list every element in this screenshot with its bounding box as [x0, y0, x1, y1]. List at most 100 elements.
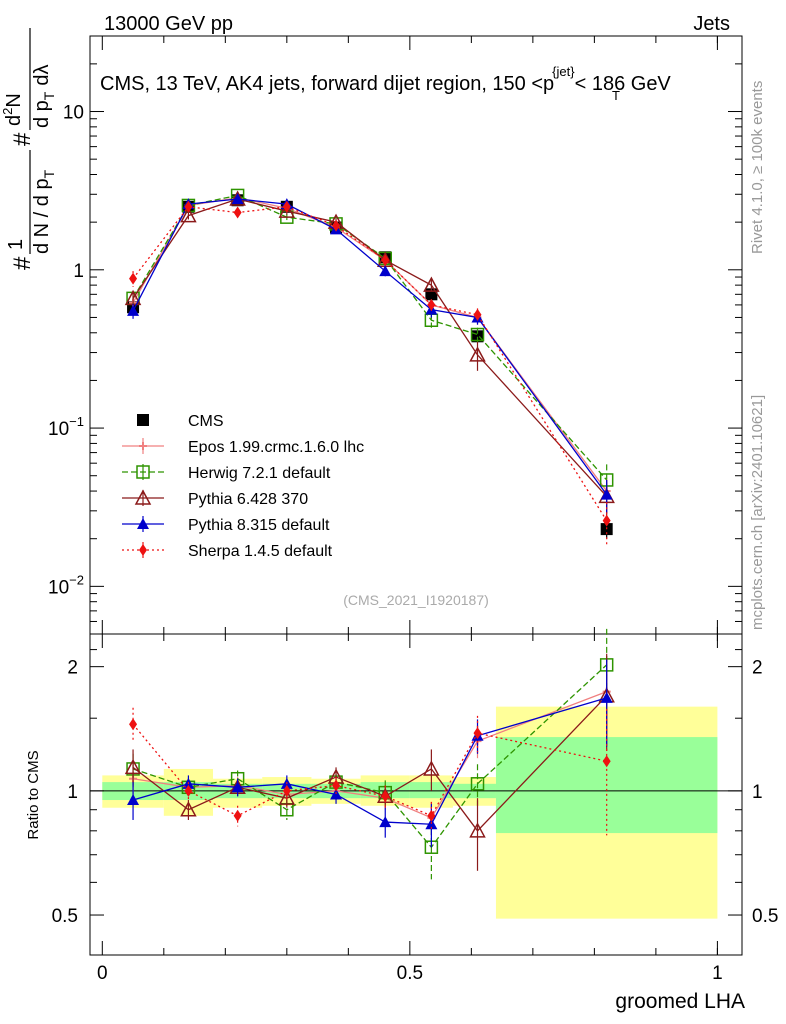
header-energy-label: 13000 GeV pp: [104, 13, 233, 35]
ylabel-num-n: N: [3, 93, 25, 107]
main-ytick-base: 1: [73, 261, 84, 282]
main-series-group: [124, 188, 615, 546]
ratio-ytick-label: 0.5: [52, 906, 78, 927]
legend-marker-cms: [137, 414, 149, 426]
ratio-point-sherpa-1-4-5-default: [233, 809, 242, 822]
svg-text:d2N: d2N: [0, 93, 25, 126]
main-ytick-exp: −2: [69, 572, 84, 587]
main-point-pythia-8-315-default: [231, 193, 244, 205]
ratio-point-pythia-6-428-370: [278, 789, 296, 805]
ylabel-hash: #: [9, 256, 36, 270]
main-ytick-label: 1: [73, 261, 84, 282]
ylabel-den: d N / d p: [31, 178, 53, 254]
legend-label-pythia-8-315-default: Pythia 8.315 default: [188, 517, 330, 534]
main-ytick-label: 10: [63, 103, 84, 124]
ratio-point-pythia-8-315-default: [231, 781, 244, 793]
main-ytick-exp: −1: [69, 414, 84, 429]
legend-marker-pythia-8-315-default: [137, 518, 149, 529]
main-point-pythia-6-428-370: [278, 202, 296, 218]
main-point-pythia-6-428-370: [229, 190, 246, 206]
ylabel-den2: d p: [31, 100, 53, 128]
legend-marker-herwig-7-2-1-default: [136, 465, 150, 479]
main-ytick-base: 10: [48, 419, 69, 440]
main-point-herwig-7-2-1-default: [470, 327, 485, 342]
xtick-label: 0: [97, 963, 108, 984]
plot-title: CMS, 13 TeV, AK4 jets, forward dijet reg…: [100, 64, 671, 95]
main-point-pythia-6-428-370: [423, 276, 440, 292]
svg-text:#: #: [9, 256, 36, 270]
main-ylabel: # 1 d N / d pT # d2N d pTdλ: [0, 28, 57, 270]
svg-text:#: #: [9, 132, 36, 146]
ratio-ytick-label-right: 0.5: [752, 906, 778, 927]
ratio-ytick-label: 2: [67, 658, 78, 679]
title-sub: T: [612, 88, 620, 103]
ratio-point-pythia-6-428-370: [124, 758, 142, 775]
legend-marker-epos-1-99-crmc-1-6-0-lhc: [139, 442, 147, 450]
ylabel-one: 1: [5, 239, 27, 250]
ylabel-den2-sub: T: [41, 91, 57, 100]
rivet-version-label: Rivet 4.1.0, ≥ 100k events: [749, 81, 766, 254]
ratio-uncertainty-bands: [102, 706, 718, 919]
main-point-pythia-8-315-default: [127, 304, 140, 316]
ratio-point-pythia-6-428-370: [180, 801, 197, 817]
ratio-point-herwig-7-2-1-default: [470, 777, 485, 791]
main-point-pythia-6-428-370: [469, 346, 486, 362]
main-point-sherpa-1-4-5-default: [332, 219, 341, 232]
main-point-sherpa-1-4-5-default: [233, 206, 242, 219]
ratio-point-pythia-6-428-370: [469, 822, 486, 838]
legend-label-sherpa-1-4-5-default: Sherpa 1.4.5 default: [188, 543, 333, 560]
ratio-point-sherpa-1-4-5-default: [602, 755, 611, 768]
ratio-ytick-label: 1: [67, 782, 78, 803]
main-ytick-label: 10−2: [48, 572, 84, 598]
xtick-label: 1: [712, 963, 723, 984]
ratio-series-group: [124, 628, 615, 880]
svg-text:d pTdλ: d pTdλ: [31, 65, 57, 129]
title-sup: {jet}: [552, 64, 575, 79]
main-point-sherpa-1-4-5-default: [602, 514, 611, 527]
main-point-pythia-6-428-370: [180, 207, 197, 223]
mcplots-label: mcplots.cern.ch [arXiv:2401.10621]: [749, 395, 766, 630]
main-point-sherpa-1-4-5-default: [427, 298, 436, 311]
ylabel-den-sub: T: [41, 169, 57, 178]
legend-label-pythia-6-428-370: Pythia 6.428 370: [188, 491, 308, 508]
ratio-point-pythia-8-315-default: [600, 691, 613, 703]
ratio-ylabel: Ratio to CMS: [25, 750, 42, 839]
legend-label-cms: CMS: [188, 413, 224, 430]
main-ytick-base: 10: [48, 577, 69, 598]
ratio-point-pythia-6-428-370: [423, 760, 440, 776]
main-point-pythia-8-315-default: [379, 265, 392, 277]
ylabel-num-d: d: [3, 115, 25, 126]
ylabel-num-sup: 2: [0, 108, 15, 115]
legend-marker-pythia-6-428-370: [134, 489, 152, 505]
main-point-sherpa-1-4-5-default: [184, 200, 193, 213]
main-point-sherpa-1-4-5-default: [381, 254, 390, 267]
svg-text:d N / d pT: d N / d pT: [31, 169, 57, 254]
ratio-point-sherpa-1-4-5-default: [427, 809, 436, 822]
ratio-point-sherpa-1-4-5-default: [184, 784, 193, 797]
main-point-sherpa-1-4-5-default: [129, 272, 138, 285]
ratio-point-sherpa-1-4-5-default: [129, 718, 138, 731]
ratio-point-pythia-8-315-default: [127, 794, 140, 806]
ratio-point-pythia-8-315-default: [379, 816, 392, 828]
ratio-point-sherpa-1-4-5-default: [282, 784, 291, 797]
main-line-herwig-7-2-1-default: [132, 194, 608, 481]
ratio-plot-frame: [89, 633, 743, 956]
ylabel-lambda: dλ: [31, 65, 53, 86]
title-before: CMS, 13 TeV, AK4 jets, forward dijet reg…: [100, 73, 554, 95]
ratio-point-sherpa-1-4-5-default: [381, 790, 390, 803]
xtick-label: 0.5: [397, 963, 423, 984]
legend: CMS Epos 1.99.crmc.1.6.0 lhc Herwig 7.2.1 …: [122, 413, 364, 560]
legend-marker-sherpa-1-4-5-default: [139, 544, 147, 556]
ratio-point-sherpa-1-4-5-default: [473, 727, 482, 740]
legend-label-epos-1-99-crmc-1-6-0-lhc: Epos 1.99.crmc.1.6.0 lhc: [188, 439, 364, 456]
ratio-point-sherpa-1-4-5-default: [332, 779, 341, 792]
analysis-watermark: (CMS_2021_I1920187): [343, 592, 489, 608]
main-ytick-base: 10: [63, 103, 84, 124]
ylabel-hash-2: #: [9, 132, 36, 146]
xaxis-label: groomed LHA: [615, 990, 745, 1013]
main-point-sherpa-1-4-5-default: [473, 308, 482, 321]
main-point-sherpa-1-4-5-default: [282, 200, 291, 213]
svg-text:1: 1: [5, 239, 27, 250]
